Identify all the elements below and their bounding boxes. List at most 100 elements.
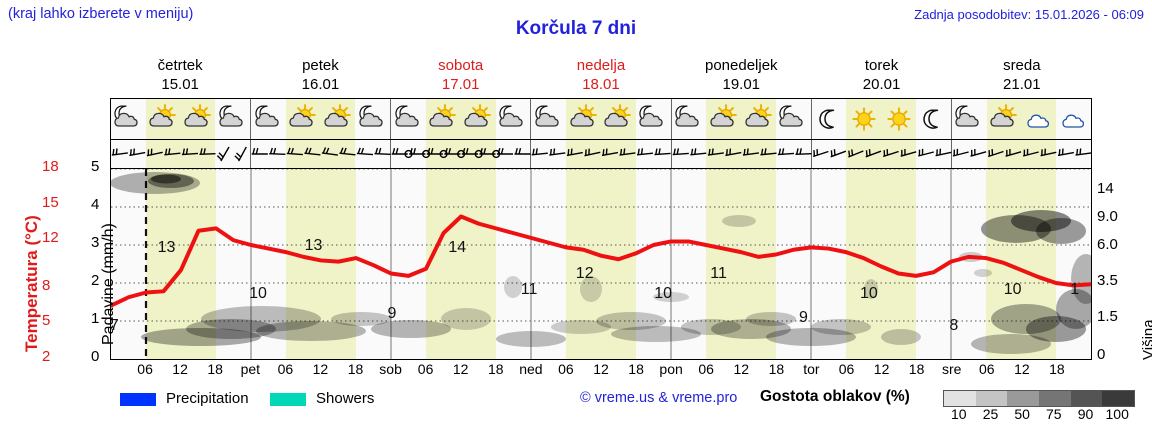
x-axis-tick-label: sre [941,361,962,377]
x-axis-tick-label: 12 [312,361,329,377]
icon-day-4 [531,99,672,139]
day-date: 19.01 [722,76,761,93]
x-axis-tick-label: 18 [347,361,364,377]
day-date: 16.01 [301,76,340,93]
x-axis-tick-label: sob [379,361,402,377]
day-name: petek [302,57,339,74]
temperature-point-label: 10 [1003,281,1022,298]
precipitation-tick: 1 [91,310,100,327]
icon-day-6 [812,99,952,139]
sun-cloud-icon [600,99,636,139]
icon-day-5 [672,99,812,139]
day-name: četrtek [157,57,203,74]
wind-day-6 [812,140,952,168]
wind-day-2 [251,140,392,168]
x-axis-tick-label: ned [519,361,543,377]
page-title: Korčula 7 dni [515,18,637,39]
temperature-point-label: 1 [1070,281,1080,298]
icon-day-2 [251,99,392,139]
sun-cloud-icon [285,99,321,139]
precipitation-tick: 0 [91,348,100,365]
x-axis-tick-label: 06 [277,361,294,377]
showers-swatch [270,393,306,406]
day-header-1: četrtek 15.01 [110,56,250,97]
sun-cloud-icon [986,99,1022,139]
sun-cloud-icon [145,99,181,139]
precipitation-tick: 2 [91,272,100,289]
temperature-point-label: 10 [654,285,672,302]
day-header-4: nedelja 18.01 [531,56,671,97]
day-header-2: petek 16.01 [250,56,390,97]
temperature-point-label: 9 [387,305,397,322]
day-header-7: sreda 21.01 [952,56,1092,97]
chart-legend: Precipitation Showers © vreme.us & vreme… [110,388,1150,422]
moon-cloud-icon [531,99,566,139]
temperature-axis-title: Temperatura (°C) [22,215,41,352]
moon-cloud-icon [111,99,146,139]
wind-day-3 [391,140,532,168]
day-name: sobota [438,57,484,74]
moon-icon [812,99,847,139]
temperature-tick: 2 [42,348,51,365]
sun-cloud-icon [320,99,356,139]
copyright-link[interactable]: © vreme.us & vreme.pro [580,390,738,406]
cloud-icon [1056,99,1091,139]
precipitation-legend-label: Precipitation [166,390,249,407]
cloud-scale-label: 100 [1105,406,1129,422]
precipitation-axis-title: Padavine (mm/h) [100,223,117,345]
temperature-point-label: 12 [575,265,594,282]
temperature-tick: 5 [42,312,51,330]
sun-cloud-icon [460,99,496,139]
wind-day-7 [952,140,1092,168]
day-header-5: ponedeljek 19.01 [671,56,811,97]
x-axis-tick-label: 12 [172,361,188,377]
x-axis-tick-label: 06 [979,361,995,377]
sun-cloud-icon [741,99,776,139]
day-header-band: četrtek 15.01 petek 16.01 sobota 17.01 nedelja… [110,56,1092,97]
cloud-height-axis-title: Višina oblakov (km) [1140,319,1152,360]
temperature-point-label: 14 [448,239,467,256]
sun-cloud-icon [426,99,461,139]
cloud-scale-label: 75 [1046,406,1062,422]
x-axis-tick-label: 06 [137,361,153,377]
sun-icon [846,99,882,139]
cloud-scale-label: 25 [982,406,999,422]
day-name: ponedeljek [704,57,778,74]
precipitation-tick: 5 [91,158,100,175]
temperature-point-label: 13 [157,239,176,256]
day-date: 21.01 [1003,76,1041,93]
cloud-height-tick: 14 [1097,180,1114,197]
moon-cloud-icon [355,99,390,139]
x-axis-tick-label: 12 [593,361,609,377]
day-date: 18.01 [582,76,620,93]
cloud-height-tick: 9.0 [1097,208,1118,225]
x-axis-tick-label: 12 [1014,361,1030,377]
temperature-point-label: 10 [859,285,878,302]
temperature-point-label: 9 [799,309,808,326]
x-axis-tick-label: pet [240,361,261,377]
cloud-density-scale-labels: 10 25 50 75 90 100 [943,406,1133,424]
cloud-scale-step [1070,391,1103,406]
cloud-height-tick: 6.0 [1097,236,1118,253]
temperature-point-label: 8 [949,317,959,334]
cloud-scale-label: 90 [1077,406,1094,422]
x-axis-tick-label: 18 [1049,361,1065,377]
temperature-point-label: 11 [710,265,727,282]
sun-cloud-icon [566,99,601,139]
weather-icon-strip [110,98,1092,140]
day-name: nedelja [576,57,626,74]
temperature-point-label: 7 [110,317,119,334]
cloud-density-scale [943,390,1135,407]
x-axis-labels: 06 12 18 pet 06 12 18 sob 06 12 18 ned 06 12 18 pon 06 12… [110,361,1092,381]
x-axis-tick-label: 06 [838,361,855,377]
cloud-scale-step [975,391,1008,406]
day-date: 20.01 [862,76,901,93]
location-menu-note: (kraj lahko izberete v meniju) [8,6,194,22]
moon-cloud-icon [776,99,811,139]
precipitation-tick: 4 [91,196,100,213]
cloud-height-tick: 1.5 [1097,308,1118,325]
x-axis-tick-label: 06 [558,361,574,377]
wind-barb-strip [110,140,1092,168]
moon-cloud-icon [215,99,250,139]
day-date: 17.01 [441,76,480,93]
